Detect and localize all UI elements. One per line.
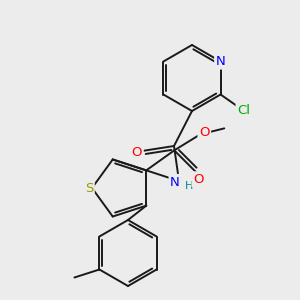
Text: H: H xyxy=(185,181,193,191)
Text: O: O xyxy=(199,126,209,139)
Text: O: O xyxy=(132,146,142,158)
Text: N: N xyxy=(216,55,226,68)
Text: O: O xyxy=(193,173,203,186)
Text: Cl: Cl xyxy=(237,104,250,117)
Text: N: N xyxy=(170,176,180,188)
Text: S: S xyxy=(85,182,93,194)
